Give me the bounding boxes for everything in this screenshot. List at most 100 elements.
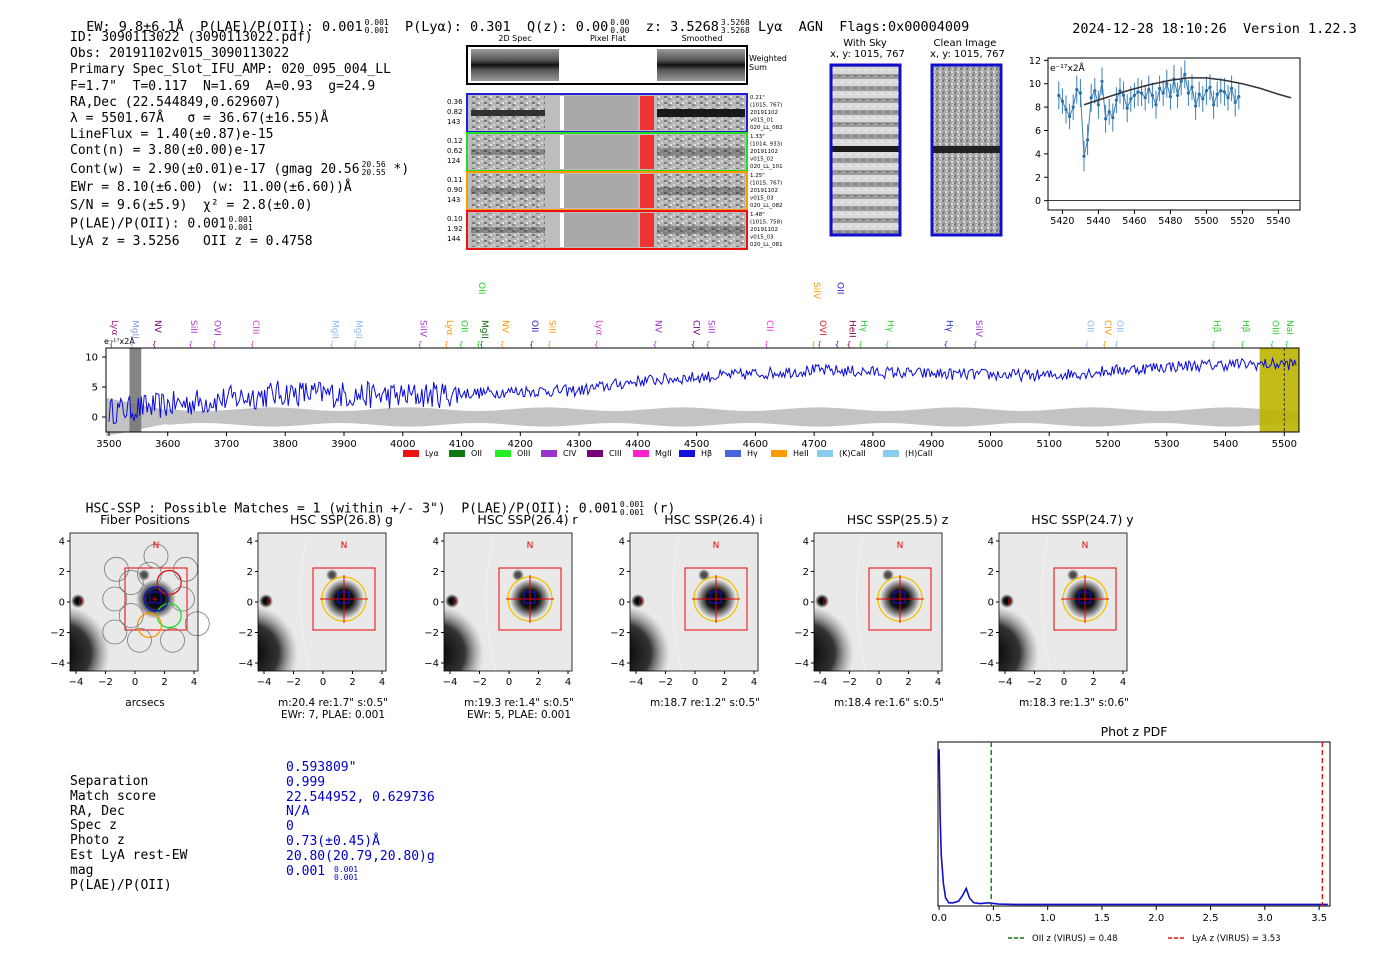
cutout-image: N E −4 −2 0 2 4 4 2 0 −2 −4 (979, 532, 1128, 688)
spectral-line-bracket: { (353, 340, 358, 349)
match-label: mag (70, 862, 94, 878)
spec2d-left-label: 0.36 (447, 98, 463, 106)
spec2d-raw (471, 135, 545, 169)
spectral-line-bracket: { (885, 340, 890, 349)
match-label: Photo z (70, 833, 125, 849)
zoom-point (1082, 154, 1086, 158)
cutout-caption: m:19.3 re:1.4" s:0.5" EWr: 5, PLAE: 0.001 (434, 697, 604, 721)
legend-label: (K)CaII (839, 449, 866, 458)
zoom-xtick-label: 5440 (1086, 216, 1110, 227)
photz-title: Phot z PDF (1101, 724, 1168, 739)
cutout-xtick-label: −2 (472, 677, 487, 688)
cutout-aperture-box (868, 567, 932, 631)
photz-chart: Phot z PDF OII z (VIRUS) = 0.48 LyA z (VI… (931, 724, 1331, 944)
legend-swatch (633, 450, 649, 457)
spec2d-right-label: 0.21" (750, 95, 765, 101)
match-plae-frac-part: 0.001 (334, 872, 359, 882)
match-plae-frac: 0.001 0.001 (334, 865, 359, 882)
info-lambda: λ = 5501.67Å σ = 36.67(±16.55)Å (70, 111, 329, 127)
hsc-title-text: HSC-SSP : Possible Matches = 1 (within +… (85, 501, 618, 517)
spectral-line-label: Hγ (943, 320, 953, 333)
legend-swatch (449, 450, 465, 457)
spectral-line-label: Hβ (1211, 320, 1221, 333)
zoom-point (1176, 93, 1180, 98)
info-contn: Cont(n) = 3.80(±0.00)e-17 (70, 143, 266, 159)
photz-legend-label: LyA z (VIRUS) = 3.53 (1192, 934, 1281, 944)
cutout-neighbor (259, 594, 273, 608)
cutout-ytick-label: 0 (433, 598, 439, 609)
spec2d-flat (560, 174, 638, 208)
north-marker: N (153, 541, 160, 551)
match-label: Est LyA rest-EW (70, 847, 188, 863)
cutout-xtick-label: 2 (349, 677, 355, 688)
spectral-line-label: CIV (691, 320, 701, 336)
spec2d-weighted-sum: Weighted Sum (466, 45, 787, 85)
zoom-point (1212, 103, 1216, 107)
zoom-ytick-label: 6 (1035, 126, 1041, 137)
spec2d-right-label: 020_LL_082 (750, 125, 783, 131)
spec2d-left-label: 0.11 (447, 176, 463, 184)
spectral-line-bracket: { (129, 340, 134, 349)
zoom-point (1150, 93, 1154, 98)
spectral-line-bracket: { (1102, 340, 1107, 349)
spec2d-smoothed-trace (657, 226, 745, 234)
spec2d-right-label: v015_03 (750, 196, 774, 202)
cutout-title: HSC SSP(25.5) z (846, 512, 949, 527)
spectral-line-label: Hγ (858, 320, 868, 333)
spectral-line-label: Hγ (885, 320, 895, 333)
legend-swatch (679, 450, 695, 457)
full-ytick-label: 5 (92, 383, 98, 394)
fiber-circle (102, 619, 128, 645)
full-xtick-label: 3500 (96, 439, 121, 450)
spectral-line-label: CII (764, 320, 774, 332)
full-noise-band (106, 397, 1299, 437)
cutout-ytick-label: −4 (610, 659, 625, 670)
east-marker: E (1008, 598, 1012, 606)
with-sky-coords: x, y: 1015, 767 (830, 49, 905, 60)
cutout-xtick-label: 0 (132, 677, 138, 688)
spectral-line-bracket: { (212, 340, 217, 349)
spectral-line-bracket: { (476, 340, 481, 349)
zoom-point (1147, 87, 1151, 92)
spectral-line-bracket: { (1084, 340, 1089, 349)
header-version: Version 1.22.3 (1242, 21, 1357, 37)
zoom-xtick-label: 5460 (1122, 216, 1146, 227)
spectral-line-bracket: { (547, 340, 552, 349)
info-contw-text: Cont(w) = 2.90(±0.01)e-17 (gmag 20.56 (70, 161, 360, 177)
info-lineflux: LineFlux = 1.40(±0.87)e-15 (70, 127, 274, 143)
with-sky-image (829, 63, 902, 237)
zoom-point (1143, 96, 1147, 100)
spec2d-panel: 2D Spec Pixel Flat Smoothed Weighted Sum… (447, 34, 787, 250)
spec2d-trace (471, 110, 545, 116)
zoom-point (1100, 79, 1104, 83)
cutout-ytick-label: −4 (979, 659, 994, 670)
east-marker: E (639, 598, 643, 606)
zoom-xtick-label: 5540 (1266, 216, 1290, 227)
full-xtick-label: 4400 (625, 439, 650, 450)
full-y-unit: e⁻¹⁷x2Å (104, 335, 135, 346)
spectral-line-bracket: { (529, 340, 534, 349)
cutout-xtick-label: 4 (935, 677, 941, 688)
match-label: Spec z (70, 818, 117, 834)
spec2d-trace (471, 227, 545, 233)
cutout-ytick-label: 0 (247, 598, 253, 609)
spectral-line-label: NV (152, 320, 162, 334)
cutout-xtick-label: 2 (721, 677, 727, 688)
cutout-xtick-label: −2 (98, 677, 113, 688)
spec2d-right-label: 20191102 (750, 227, 778, 233)
info-contw-lower: 20.55 (361, 168, 386, 178)
spectral-line-bracket: { (1270, 340, 1275, 349)
fiber-center-mark: + (151, 595, 159, 605)
cutout-title: HSC SSP(26.4) r (477, 512, 578, 527)
full-xtick-label: 5000 (978, 439, 1003, 450)
spec2d-right-label: v015_03 (750, 235, 774, 241)
spec2d-trace (471, 188, 545, 194)
full-xtick-label: 4000 (390, 439, 415, 450)
info-radec: RA,Dec (22.544849,0.629607) (70, 94, 282, 110)
spectral-line-bracket: { (858, 340, 863, 349)
spec2d-smoothed-trace (657, 187, 745, 195)
fiber-circle (104, 556, 129, 582)
match-value: 0.73(±0.45)Å (286, 833, 380, 849)
cutout-caption-line: m:19.3 re:1.4" s:0.5" (464, 697, 574, 709)
header-qz-upper: 0.00 (610, 18, 630, 27)
